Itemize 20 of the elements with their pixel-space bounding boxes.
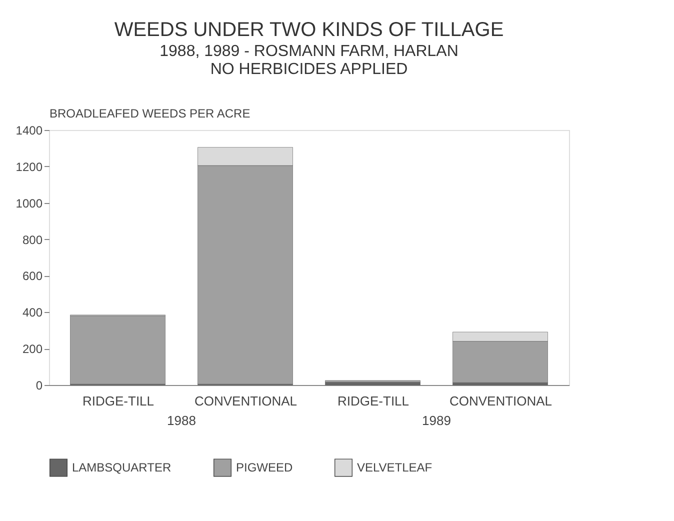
text: 1989 <box>422 413 451 428</box>
y-tick-label: 800 <box>22 232 43 247</box>
y-tick-label: 400 <box>22 306 43 320</box>
x-tick-label: CONVENTIONAL <box>194 394 298 408</box>
y-tick-label: 1400 <box>16 124 43 138</box>
x-tick-label: RIDGE-TILL <box>82 394 154 408</box>
y-tick-label: 600 <box>22 269 43 284</box>
x-tick-label: CONVENTIONAL <box>449 394 552 408</box>
legend-label: LAMBSQUARTER <box>72 460 172 475</box>
chart-title: WEEDS UNDER TWO KINDS OF TILLAGE <box>114 19 504 41</box>
y-tick-label: 200 <box>22 342 43 356</box>
x-tick-label: RIDGE-TILL <box>337 394 410 408</box>
y-tick-label: 1000 <box>16 196 43 210</box>
legend-label: PIGWEED <box>236 460 294 475</box>
text: 1988 <box>167 413 196 428</box>
legend-label: VELVETLEAF <box>357 460 432 475</box>
y-tick-label: 1200 <box>16 160 43 174</box>
chart-subtitle: 1988, 1989 - ROSMANN FARM, HARLAN NO HERBICIDES APPLIED <box>160 43 458 78</box>
y-tick-label: 0 <box>36 378 43 392</box>
y-axis-title: BROADLEAFED WEEDS PER ACRE <box>50 106 250 120</box>
